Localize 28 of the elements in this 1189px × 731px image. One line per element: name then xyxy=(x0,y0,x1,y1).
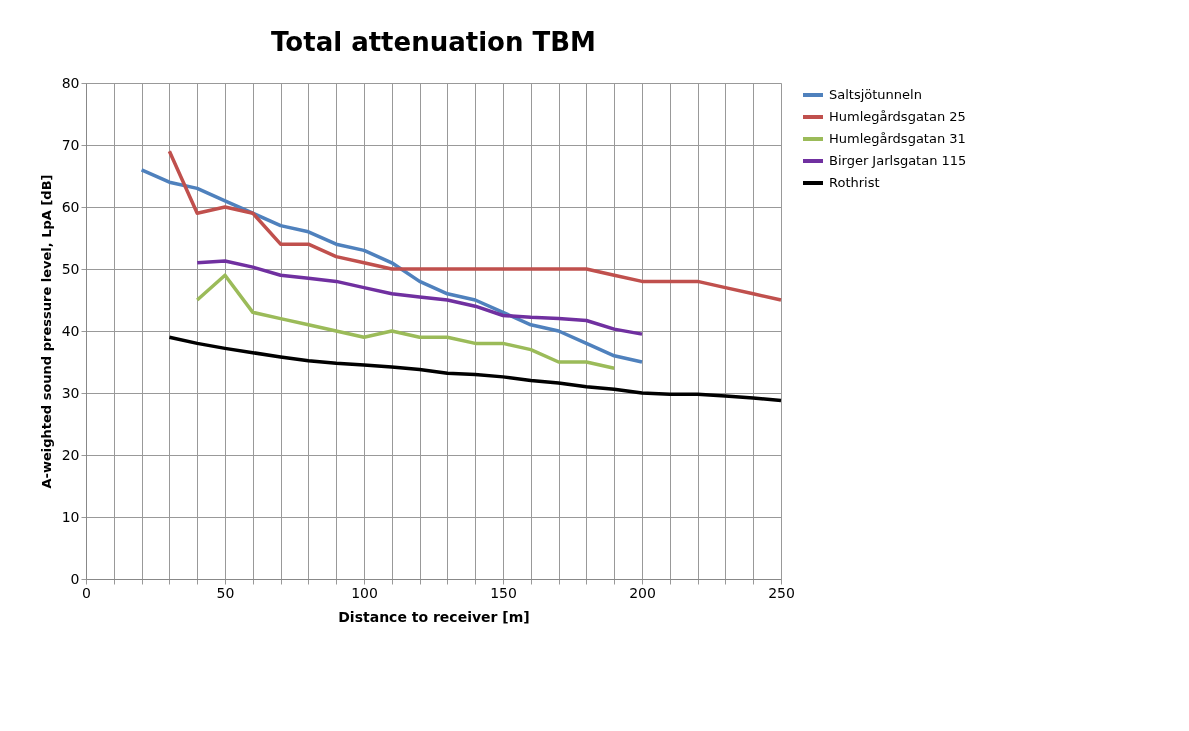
legend-label: Rothrist xyxy=(829,175,880,190)
y-tick-label: 40 xyxy=(61,322,80,339)
y-tick-label: 0 xyxy=(70,570,80,587)
line-series xyxy=(139,168,644,364)
y-tick-label: 60 xyxy=(61,198,80,215)
chart-title: Total attenuation TBM xyxy=(271,27,596,57)
y-tick-label: 20 xyxy=(61,446,80,463)
x-tick-label: 150 xyxy=(490,584,517,601)
x-tick-label: 250 xyxy=(768,584,795,601)
legend-label: Saltsjötunneln xyxy=(829,87,922,102)
legend-label: Humlegårdsgatan 25 xyxy=(829,109,966,124)
x-axis-title: Distance to receiver [m] xyxy=(338,608,530,625)
x-tick-label: 200 xyxy=(629,584,656,601)
line-series xyxy=(167,335,783,403)
y-tick-label: 30 xyxy=(61,384,80,401)
x-tick-label: 0 xyxy=(82,584,91,601)
x-tick-label: 100 xyxy=(351,584,378,601)
line-series xyxy=(195,259,644,336)
y-axis-title: A-weighted sound pressure level, LpA [dB] xyxy=(38,174,54,489)
y-tick-label: 70 xyxy=(61,136,80,153)
legend-label: Birger Jarlsgatan 115 xyxy=(829,153,967,168)
y-tick-label: 80 xyxy=(61,74,80,91)
line-series xyxy=(195,273,616,370)
y-tick-label: 10 xyxy=(61,508,80,525)
legend-label: Humlegårdsgatan 31 xyxy=(829,131,966,146)
y-tick-label: 50 xyxy=(61,260,80,277)
x-tick-label: 50 xyxy=(216,584,235,601)
line-series xyxy=(167,149,783,302)
